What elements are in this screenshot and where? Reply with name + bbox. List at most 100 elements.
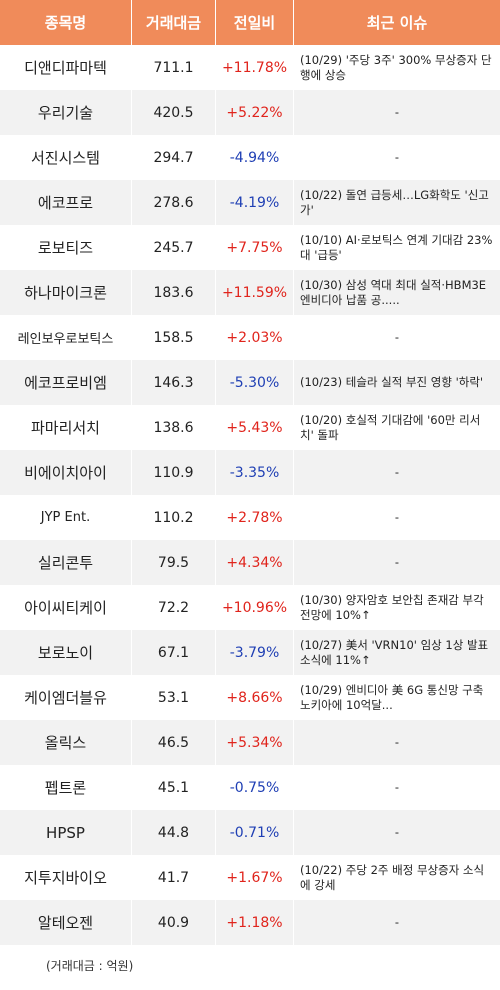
- recent-issue: -: [294, 765, 500, 810]
- price-change: +2.03%: [216, 315, 294, 360]
- unit-note: (거래대금 : 억원): [46, 959, 134, 973]
- recent-issue-text: (10/29) 엔비디아 美 6G 통신망 구축 노키아에 10억달...: [300, 682, 484, 712]
- trade-volume: 183.6: [132, 270, 216, 315]
- table-row: 로보티즈 245.7 +7.75% (10/10) AI·로보틱스 연계 기대감 23…: [0, 225, 500, 270]
- table-row: 하나마이크론 183.6 +11.59% (10/30) 삼성 역대 최대 실적·HB…: [0, 270, 500, 315]
- trade-volume: 420.5: [132, 90, 216, 135]
- stock-name: 디앤디파마텍: [0, 45, 132, 90]
- stock-name: 서진시스템: [0, 135, 132, 180]
- recent-issue-text: (10/27) 美서 'VRN10' 임상 1상 발표 소식에 11%↑: [300, 637, 489, 667]
- stock-name: 비에이치아이: [0, 450, 132, 495]
- recent-issue-text: -: [394, 150, 400, 164]
- recent-issue: -: [294, 900, 500, 945]
- price-change: +10.96%: [216, 585, 294, 630]
- trade-volume: 79.5: [132, 540, 216, 585]
- price-change: +5.22%: [216, 90, 294, 135]
- trade-volume: 110.2: [132, 495, 216, 540]
- stock-name: 올릭스: [0, 720, 132, 765]
- recent-issue[interactable]: (10/30) 삼성 역대 최대 실적·HBM3E 엔비디아 납품 공.....: [294, 270, 500, 315]
- stock-name: 보로노이: [0, 630, 132, 675]
- stock-name: 레인보우로보틱스: [0, 315, 132, 360]
- trade-volume: 158.5: [132, 315, 216, 360]
- recent-issue-text: -: [394, 825, 400, 839]
- table-header: 종목명 거래대금 전일비 최근 이슈: [0, 0, 500, 45]
- price-change: -4.19%: [216, 180, 294, 225]
- trade-volume: 40.9: [132, 900, 216, 945]
- recent-issue-text: (10/22) 주당 2주 배정 무상증자 소식에 강세: [300, 862, 485, 892]
- recent-issue-text: -: [394, 555, 400, 569]
- recent-issue-text: (10/29) '주당 3주' 300% 무상증자 단행에 상승: [300, 52, 492, 82]
- price-change: +1.67%: [216, 855, 294, 900]
- table-row: 케이엠더블유 53.1 +8.66% (10/29) 엔비디아 美 6G 통신망 구축…: [0, 675, 500, 720]
- table-row: 서진시스템 294.7 -4.94% -: [0, 135, 500, 180]
- table-row: 지투지바이오 41.7 +1.67% (10/22) 주당 2주 배정 무상증자 소식…: [0, 855, 500, 900]
- table-body: 디앤디파마텍 711.1 +11.78% (10/29) '주당 3주' 300% 무…: [0, 45, 500, 945]
- recent-issue[interactable]: (10/20) 호실적 기대감에 '60만 리서치' 돌파: [294, 405, 500, 450]
- recent-issue-text: -: [394, 780, 400, 794]
- table-row: 에코프로비엠 146.3 -5.30% (10/23) 테슬라 실적 부진 영향 '하…: [0, 360, 500, 405]
- recent-issue-text: -: [394, 915, 400, 929]
- price-change: +1.18%: [216, 900, 294, 945]
- recent-issue-text: (10/30) 양자암호 보안칩 존재감 부각 전망에 10%↑: [300, 592, 484, 622]
- stock-name: 실리콘투: [0, 540, 132, 585]
- price-change: -0.71%: [216, 810, 294, 855]
- recent-issue-text: -: [394, 465, 400, 479]
- table-row: JYP Ent. 110.2 +2.78% -: [0, 495, 500, 540]
- stock-name: HPSP: [0, 810, 132, 855]
- trade-volume: 45.1: [132, 765, 216, 810]
- table-row: 아이씨티케이 72.2 +10.96% (10/30) 양자암호 보안칩 존재감 부각…: [0, 585, 500, 630]
- price-change: -3.79%: [216, 630, 294, 675]
- trade-volume: 72.2: [132, 585, 216, 630]
- stock-name: 아이씨티케이: [0, 585, 132, 630]
- recent-issue[interactable]: (10/22) 주당 2주 배정 무상증자 소식에 강세: [294, 855, 500, 900]
- trade-volume: 711.1: [132, 45, 216, 90]
- price-change: +2.78%: [216, 495, 294, 540]
- recent-issue[interactable]: (10/29) 엔비디아 美 6G 통신망 구축 노키아에 10억달...: [294, 675, 500, 720]
- recent-issue: -: [294, 135, 500, 180]
- trade-volume: 138.6: [132, 405, 216, 450]
- stock-name: 에코프로비엠: [0, 360, 132, 405]
- table-row: 디앤디파마텍 711.1 +11.78% (10/29) '주당 3주' 300% 무…: [0, 45, 500, 90]
- price-change: +8.66%: [216, 675, 294, 720]
- price-change: +5.34%: [216, 720, 294, 765]
- recent-issue: -: [294, 495, 500, 540]
- header-change: 전일비: [216, 0, 294, 45]
- price-change: -4.94%: [216, 135, 294, 180]
- stock-name: 로보티즈: [0, 225, 132, 270]
- recent-issue[interactable]: (10/30) 양자암호 보안칩 존재감 부각 전망에 10%↑: [294, 585, 500, 630]
- recent-issue: -: [294, 90, 500, 135]
- price-change: +7.75%: [216, 225, 294, 270]
- recent-issue-text: -: [394, 105, 400, 119]
- price-change: +11.78%: [216, 45, 294, 90]
- recent-issue[interactable]: (10/10) AI·로보틱스 연계 기대감 23%대 '급등': [294, 225, 500, 270]
- trade-volume: 245.7: [132, 225, 216, 270]
- table-row: 레인보우로보틱스 158.5 +2.03% -: [0, 315, 500, 360]
- recent-issue[interactable]: (10/22) 돌연 급등세…LG화학도 '신고가': [294, 180, 500, 225]
- header-issue: 최근 이슈: [366, 14, 428, 32]
- trade-volume: 146.3: [132, 360, 216, 405]
- table-row: 올릭스 46.5 +5.34% -: [0, 720, 500, 765]
- trade-volume: 44.8: [132, 810, 216, 855]
- recent-issue[interactable]: (10/23) 테슬라 실적 부진 영향 '하락': [294, 360, 500, 405]
- price-change: -0.75%: [216, 765, 294, 810]
- table-row: 비에이치아이 110.9 -3.35% -: [0, 450, 500, 495]
- table-row: 펩트론 45.1 -0.75% -: [0, 765, 500, 810]
- table-row: 우리기술 420.5 +5.22% -: [0, 90, 500, 135]
- header-name: 종목명: [0, 0, 132, 45]
- trade-volume: 294.7: [132, 135, 216, 180]
- stock-name: 우리기술: [0, 90, 132, 135]
- stock-name: JYP Ent.: [0, 495, 132, 540]
- stock-name: 파마리서치: [0, 405, 132, 450]
- recent-issue-text: -: [394, 330, 400, 344]
- recent-issue: -: [294, 450, 500, 495]
- recent-issue[interactable]: (10/27) 美서 'VRN10' 임상 1상 발표 소식에 11%↑: [294, 630, 500, 675]
- stock-name: 지투지바이오: [0, 855, 132, 900]
- trade-volume: 41.7: [132, 855, 216, 900]
- recent-issue-text: (10/20) 호실적 기대감에 '60만 리서치' 돌파: [300, 412, 481, 442]
- table-row: 파마리서치 138.6 +5.43% (10/20) 호실적 기대감에 '60만 리서…: [0, 405, 500, 450]
- table-row: 에코프로 278.6 -4.19% (10/22) 돌연 급등세…LG화학도 '신고가…: [0, 180, 500, 225]
- header-volume: 거래대금: [132, 0, 216, 45]
- recent-issue[interactable]: (10/29) '주당 3주' 300% 무상증자 단행에 상승: [294, 45, 500, 90]
- recent-issue-text: (10/22) 돌연 급등세…LG화학도 '신고가': [300, 187, 489, 217]
- stock-name: 하나마이크론: [0, 270, 132, 315]
